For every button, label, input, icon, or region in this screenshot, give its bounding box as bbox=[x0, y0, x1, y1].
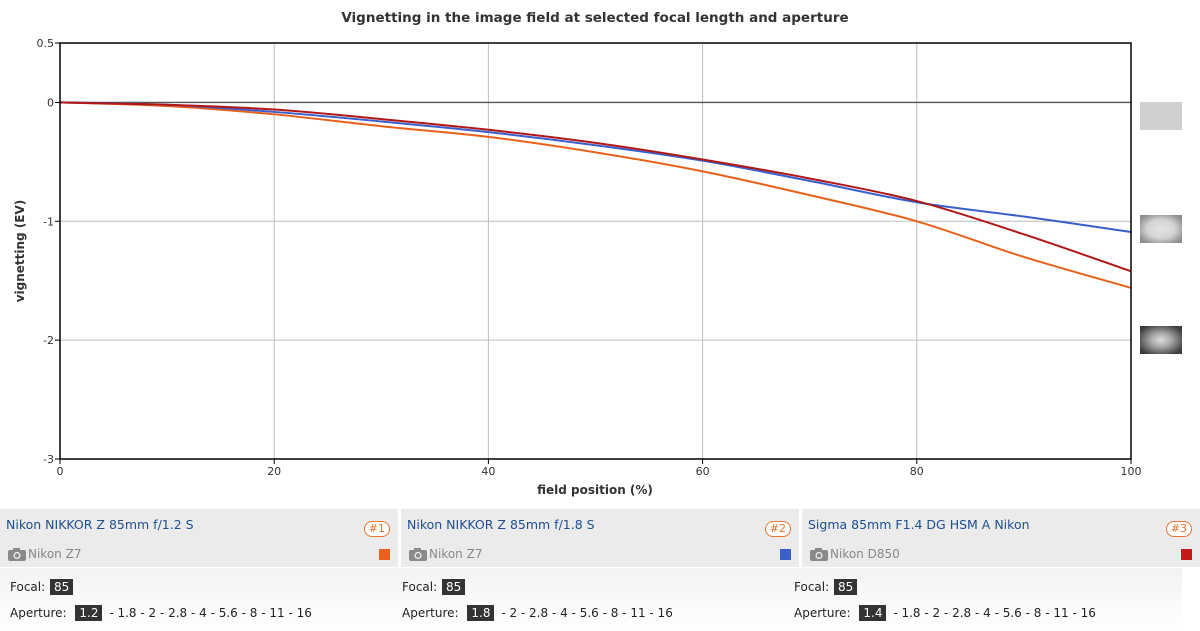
y-tick-label: 0.5 bbox=[37, 37, 55, 50]
series-color-swatch-1 bbox=[379, 549, 390, 560]
camera-row-2: Nikon Z7 bbox=[408, 546, 482, 562]
lens-name-3[interactable]: Sigma 85mm F1.4 DG HSM A Nikon bbox=[808, 517, 1030, 532]
aperture-row-2: Aperture: 1.8 - 2 - 2.8 - 4 - 5.6 - 8 - … bbox=[402, 605, 673, 621]
lens-panel-2[interactable]: Nikon NIKKOR Z 85mm f/1.8 S #2 Nikon Z7 bbox=[401, 509, 799, 567]
vignetting-chart: Vignetting in the image field at selecte… bbox=[13, 10, 1182, 497]
vignette-sample-1ev bbox=[1140, 215, 1182, 243]
plot-area bbox=[60, 43, 1131, 459]
aperture-options-3[interactable]: - 1.8 - 2 - 2.8 - 4 - 5.6 - 8 - 11 - 16 bbox=[893, 606, 1096, 620]
chart-title: Vignetting in the image field at selecte… bbox=[341, 10, 848, 26]
focal-label-2: Focal: bbox=[402, 580, 438, 594]
lens-name-1[interactable]: Nikon NIKKOR Z 85mm f/1.2 S bbox=[6, 517, 194, 532]
series-color-swatch-3 bbox=[1181, 549, 1192, 560]
aperture-options-1[interactable]: - 1.8 - 2 - 2.8 - 4 - 5.6 - 8 - 11 - 16 bbox=[109, 606, 312, 620]
vignette-sample-2ev bbox=[1140, 326, 1182, 354]
focal-value-2[interactable]: 85 bbox=[441, 579, 466, 595]
aperture-selected-2[interactable]: 1.8 bbox=[467, 605, 495, 621]
camera-row-3: Nikon D850 bbox=[809, 546, 900, 562]
plot-border bbox=[59, 42, 1132, 460]
series-color-swatch-2 bbox=[780, 549, 791, 560]
x-axis-label: field position (%) bbox=[537, 483, 653, 497]
focal-label-3: Focal: bbox=[794, 580, 830, 594]
aperture-selected-1[interactable]: 1.2 bbox=[75, 605, 103, 621]
lens-panel-3[interactable]: Sigma 85mm F1.4 DG HSM A Nikon #3 Nikon … bbox=[802, 509, 1200, 567]
series-line-2 bbox=[59, 101, 1132, 233]
focal-row-2: Focal: 85 bbox=[402, 579, 466, 595]
lens-badge-3: #3 bbox=[1165, 521, 1192, 537]
camera-icon bbox=[810, 548, 828, 561]
x-tick-label: 60 bbox=[696, 465, 710, 478]
lens-badge-1: #1 bbox=[363, 521, 390, 537]
x-tick-label: 20 bbox=[267, 465, 281, 478]
aperture-label-3: Aperture: bbox=[794, 606, 851, 620]
focal-row-1: Focal: 85 bbox=[10, 579, 74, 595]
camera-name-2: Nikon Z7 bbox=[429, 547, 483, 561]
lens-panel-1[interactable]: Nikon NIKKOR Z 85mm f/1.2 S #1 Nikon Z7 bbox=[0, 509, 398, 567]
focal-row-3: Focal: 85 bbox=[794, 579, 858, 595]
aperture-label-1: Aperture: bbox=[10, 606, 67, 620]
y-tick-label: -2 bbox=[43, 334, 54, 347]
vignette-sample-0ev bbox=[1140, 102, 1182, 130]
focal-value-1[interactable]: 85 bbox=[49, 579, 74, 595]
y-tick-label: 0 bbox=[47, 96, 54, 109]
aperture-row-3: Aperture: 1.4 - 1.8 - 2 - 2.8 - 4 - 5.6 … bbox=[794, 605, 1096, 621]
lens-settings-2: Focal: 85 Aperture: 1.8 - 2 - 2.8 - 4 - … bbox=[392, 568, 790, 631]
series-line-1 bbox=[59, 101, 1132, 289]
series-line-3 bbox=[59, 101, 1132, 273]
camera-icon bbox=[409, 548, 427, 561]
lens-name-2[interactable]: Nikon NIKKOR Z 85mm f/1.8 S bbox=[407, 517, 595, 532]
lens-badge-2: #2 bbox=[764, 521, 791, 537]
lens-settings-3: Focal: 85 Aperture: 1.4 - 1.8 - 2 - 2.8 … bbox=[784, 568, 1182, 631]
y-axis-label: vignetting (EV) bbox=[13, 200, 27, 303]
aperture-label-2: Aperture: bbox=[402, 606, 459, 620]
focal-label-1: Focal: bbox=[10, 580, 46, 594]
y-tick-label: -1 bbox=[43, 215, 54, 228]
camera-name-1: Nikon Z7 bbox=[28, 547, 82, 561]
camera-icon bbox=[8, 548, 26, 561]
aperture-selected-3[interactable]: 1.4 bbox=[859, 605, 887, 621]
x-tick-label: 80 bbox=[910, 465, 924, 478]
aperture-row-1: Aperture: 1.2 - 1.8 - 2 - 2.8 - 4 - 5.6 … bbox=[10, 605, 312, 621]
camera-row-1: Nikon Z7 bbox=[7, 546, 81, 562]
lens-settings-1: Focal: 85 Aperture: 1.2 - 1.8 - 2 - 2.8 … bbox=[0, 568, 398, 631]
aperture-options-2[interactable]: - 2 - 2.8 - 4 - 5.6 - 8 - 11 - 16 bbox=[501, 606, 673, 620]
y-tick-label: -3 bbox=[43, 453, 54, 466]
camera-name-3: Nikon D850 bbox=[830, 547, 900, 561]
focal-value-3[interactable]: 85 bbox=[833, 579, 858, 595]
x-tick-label: 100 bbox=[1121, 465, 1142, 478]
x-tick-label: 0 bbox=[57, 465, 64, 478]
x-tick-label: 40 bbox=[481, 465, 495, 478]
